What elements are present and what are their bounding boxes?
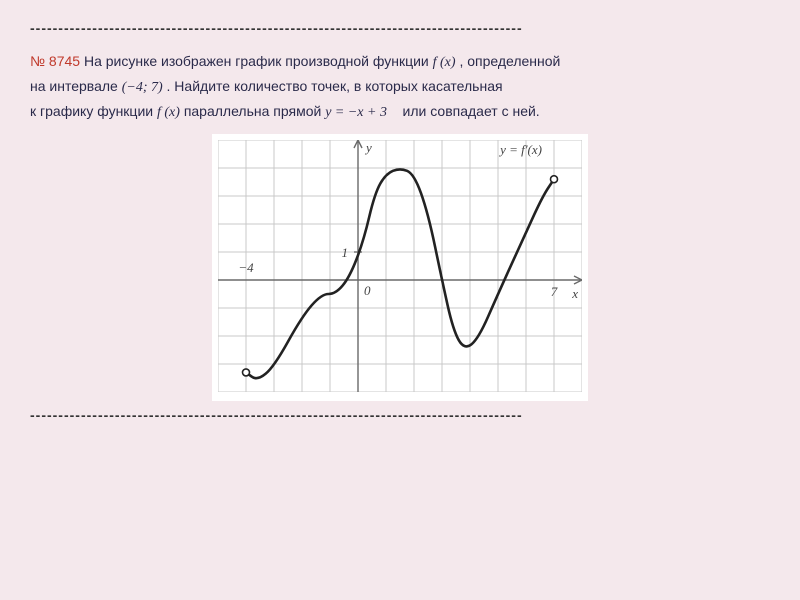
derivative-chart: y x 0 1 −4 7 y = f′(x) [218,140,582,392]
problem-number: № 8745 [30,53,80,69]
problem-statement: № 8745 На рисунке изображен график произ… [30,50,770,124]
svg-text:y: y [364,140,372,155]
text-2a: на интервале [30,78,122,94]
svg-text:0: 0 [364,283,371,298]
text-3b: параллельна прямой [184,103,325,119]
fx-1: f (x) [433,55,456,70]
text-1a: На рисунке изображен график производной … [84,53,433,69]
text-3c: или совпадает с ней. [403,103,540,119]
svg-text:7: 7 [551,284,558,299]
svg-text:1: 1 [342,245,349,260]
text-1b: , определенной [459,53,560,69]
interval: (−4; 7) [122,80,163,95]
svg-text:x: x [571,286,578,301]
chart-container: y x 0 1 −4 7 y = f′(x) [212,134,588,401]
svg-text:−4: −4 [238,260,254,275]
text-2b: . Найдите количество точек, в которых ка… [167,78,503,94]
text-3a: к графику функции [30,103,157,119]
divider-top: ----------------------------------------… [30,20,770,36]
line-eq: y = −x + 3 [325,105,387,120]
svg-text:y = f′(x): y = f′(x) [498,142,542,157]
fx-2: f (x) [157,105,180,120]
divider-bottom: ----------------------------------------… [30,407,770,423]
